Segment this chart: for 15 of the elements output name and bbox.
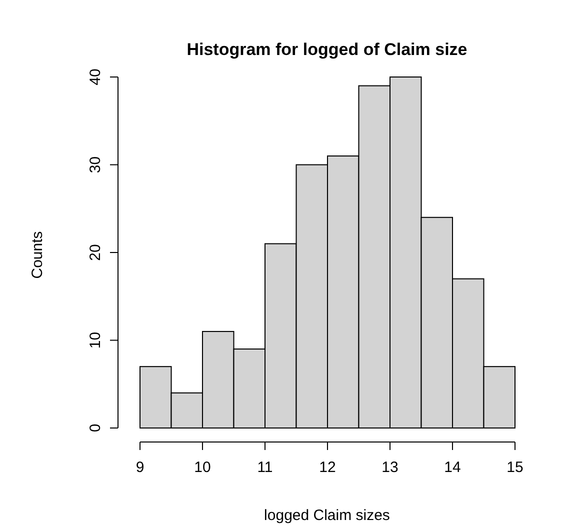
x-tick-label: 11 <box>257 459 273 476</box>
x-tick-label: 13 <box>382 459 398 476</box>
x-tick-label: 10 <box>194 459 211 476</box>
x-tick-label: 14 <box>444 459 461 476</box>
y-tick-label: 40 <box>87 68 104 86</box>
x-axis-title: logged Claim sizes <box>264 507 390 524</box>
y-tick-label: 20 <box>87 244 104 261</box>
x-tick-label: 15 <box>506 459 524 476</box>
x-tick-label: 12 <box>319 459 336 476</box>
y-tick-label: 30 <box>87 156 104 174</box>
x-tick-label: 9 <box>136 459 144 476</box>
y-axis-title: Counts <box>29 231 46 279</box>
y-tick-label: 0 <box>87 424 104 432</box>
y-tick-label: 10 <box>87 332 104 349</box>
chart-title: Histogram for logged of Claim size <box>186 40 468 59</box>
